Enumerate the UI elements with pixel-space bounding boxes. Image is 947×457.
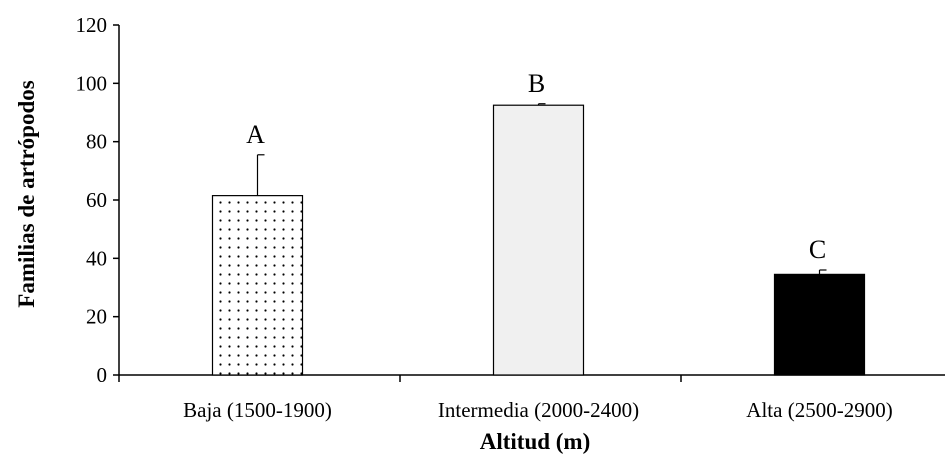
x-axis-title: Altitud (m) xyxy=(480,429,591,454)
bar xyxy=(492,104,585,376)
y-tick-label: 20 xyxy=(86,305,107,329)
x-category-label: Baja (1500-1900) xyxy=(183,398,332,422)
x-category-label: Alta (2500-2900) xyxy=(746,398,892,422)
y-tick-label: 80 xyxy=(86,130,107,154)
y-axis: 0 20 40 60 80 100 120 xyxy=(76,13,120,387)
y-tick-label: 120 xyxy=(76,13,108,37)
significance-letter: B xyxy=(528,69,545,98)
bar xyxy=(211,195,304,376)
y-axis-title: Familias de artrópodos xyxy=(14,80,39,307)
bar xyxy=(773,273,866,376)
significance-letter: A xyxy=(246,120,265,149)
y-tick-label: 60 xyxy=(86,188,107,212)
y-tick-label: 0 xyxy=(97,363,108,387)
x-axis: Baja (1500-1900) Intermedia (2000-2400) Al… xyxy=(118,374,945,422)
y-tick-label: 100 xyxy=(76,71,108,95)
significance-letter: C xyxy=(809,235,826,264)
y-tick-label: 40 xyxy=(86,246,107,270)
x-category-label: Intermedia (2000-2400) xyxy=(438,398,639,422)
bars-group: A B C xyxy=(211,69,866,376)
